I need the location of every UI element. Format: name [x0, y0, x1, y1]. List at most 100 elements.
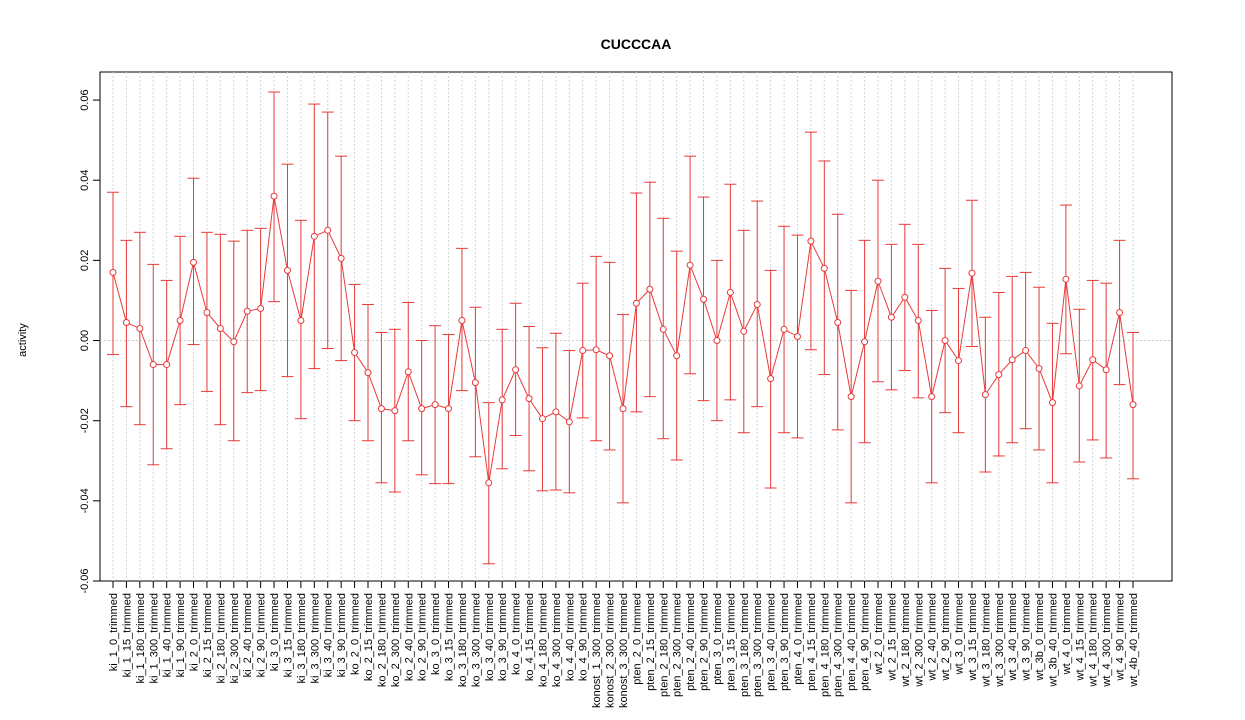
- point: [659, 325, 667, 333]
- point: [793, 333, 801, 341]
- x-tick-label: ko_4_90_trimmed: [578, 593, 590, 681]
- point: [190, 258, 198, 266]
- x-tick-label: pten_4_0_trimmed: [792, 593, 804, 685]
- x-tick-label: wt_3_40_trimmed: [1007, 593, 1019, 681]
- point: [807, 237, 815, 245]
- point: [351, 349, 359, 357]
- x-tick-label: ki_3_0_trimmed: [269, 593, 281, 671]
- point: [847, 393, 855, 401]
- point: [1035, 365, 1043, 373]
- point: [1089, 356, 1097, 364]
- x-tick-label: ki_3_180_trimmed: [296, 593, 308, 684]
- point: [726, 288, 734, 296]
- x-tick-label: wt_4_0_trimmed: [1061, 593, 1073, 675]
- point: [471, 379, 479, 387]
- point: [270, 192, 278, 200]
- point: [968, 269, 976, 277]
- y-tick-label: -0.02: [79, 408, 91, 433]
- x-tick-label: ki_2_0_trimmed: [189, 593, 201, 671]
- x-tick-label: pten_2_0_trimmed: [631, 593, 643, 685]
- x-tick-label: ki_1_15_trimmed: [121, 593, 133, 677]
- point: [297, 316, 305, 324]
- x-tick-label: pten_3_180_trimmed: [739, 593, 751, 697]
- point: [740, 327, 748, 335]
- point: [713, 337, 721, 345]
- y-tick-label: -0.06: [79, 568, 91, 593]
- point: [861, 338, 869, 346]
- x-tick-label: ko_4_15_trimmed: [524, 593, 536, 681]
- point: [163, 361, 171, 369]
- point: [767, 375, 775, 383]
- point: [874, 277, 882, 285]
- x-tick-label: ko_2_40_trimmed: [403, 593, 415, 681]
- x-tick-label: wt_2_300_trimmed: [913, 593, 925, 688]
- x-tick-label: wt_4_90_trimmed: [1115, 593, 1127, 681]
- x-tick-label: ko_4_300_trimmed: [551, 593, 563, 687]
- point: [364, 369, 372, 377]
- point: [673, 352, 681, 360]
- x-tick-label: ko_4_0_trimmed: [511, 593, 523, 675]
- point: [216, 325, 224, 333]
- point: [243, 307, 251, 315]
- x-tick-label: ki_3_300_trimmed: [309, 593, 321, 684]
- point: [914, 316, 922, 324]
- point: [538, 415, 546, 423]
- x-tick-label: ko_2_15_trimmed: [363, 593, 375, 681]
- point: [552, 408, 560, 416]
- point: [928, 393, 936, 401]
- x-tick-label: konost_3_300_trimmed: [618, 593, 630, 708]
- y-tick-label: -0.04: [79, 488, 91, 513]
- x-tick-label: ko_4_180_trimmed: [537, 593, 549, 687]
- x-tick-label: ko_3_40_trimmed: [484, 593, 496, 681]
- point: [1008, 356, 1016, 364]
- point: [498, 396, 506, 404]
- point: [203, 308, 211, 316]
- point: [887, 313, 895, 321]
- x-tick-label: ko_3_15_trimmed: [444, 593, 456, 681]
- point: [981, 391, 989, 399]
- x-tick-label: pten_3_0_trimmed: [712, 593, 724, 685]
- point: [283, 266, 291, 274]
- point: [632, 299, 640, 307]
- point: [592, 346, 600, 354]
- x-tick-label: ki_2_15_trimmed: [202, 593, 214, 677]
- y-tick-label: 0.02: [79, 250, 91, 271]
- x-tick-label: wt_3_180_trimmed: [980, 593, 992, 688]
- x-tick-label: ko_2_180_trimmed: [376, 593, 388, 687]
- point: [149, 361, 157, 369]
- x-tick-label: ko_2_90_trimmed: [417, 593, 429, 681]
- point: [780, 325, 788, 333]
- x-tick-label: pten_3_15_trimmed: [725, 593, 737, 691]
- point: [901, 293, 909, 301]
- x-tick-label: wt_2_180_trimmed: [900, 593, 912, 688]
- x-tick-label: wt_2_90_trimmed: [940, 593, 952, 681]
- point: [1062, 275, 1070, 283]
- x-tick-label: ki_2_300_trimmed: [229, 593, 241, 684]
- x-tick-label: ki_3_40_trimmed: [323, 593, 335, 677]
- point: [700, 295, 708, 303]
- point: [646, 285, 654, 293]
- x-tick-label: pten_2_40_trimmed: [685, 593, 697, 691]
- x-tick-label: ko_3_300_trimmed: [470, 593, 482, 687]
- point: [109, 268, 117, 276]
- point: [606, 352, 614, 360]
- point: [324, 226, 332, 234]
- point: [257, 304, 265, 312]
- x-tick-label: wt_3_0_trimmed: [954, 593, 966, 675]
- x-tick-label: ki_2_40_trimmed: [242, 593, 254, 677]
- x-tick-label: wt_3b_40_trimmed: [1047, 593, 1059, 688]
- x-tick-label: konost_1_300_trimmed: [591, 593, 603, 708]
- point: [941, 337, 949, 345]
- point: [1116, 308, 1124, 316]
- x-tick-label: pten_4_90_trimmed: [860, 593, 872, 691]
- x-tick-label: ki_2_180_trimmed: [215, 593, 227, 684]
- x-tick-label: ki_3_90_trimmed: [336, 593, 348, 677]
- point: [458, 316, 466, 324]
- point: [418, 405, 426, 413]
- x-tick-label: ki_1_0_trimmed: [108, 593, 120, 671]
- point: [122, 318, 130, 326]
- x-tick-label: pten_4_180_trimmed: [819, 593, 831, 697]
- point: [337, 254, 345, 262]
- point: [485, 479, 493, 487]
- point: [391, 407, 399, 415]
